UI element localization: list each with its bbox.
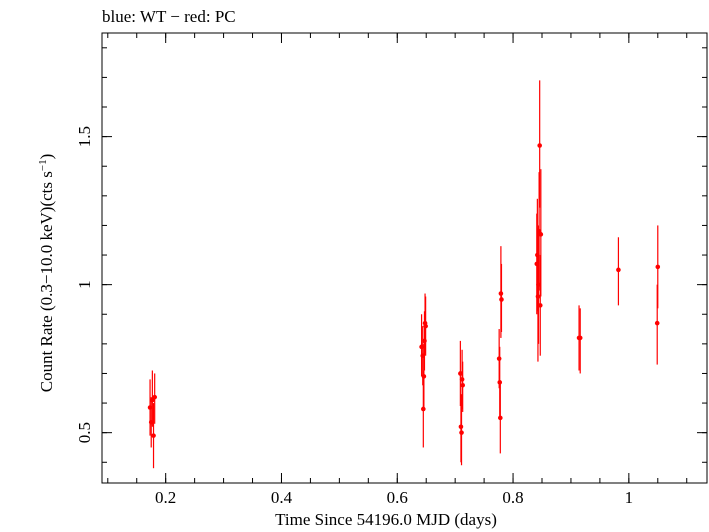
data-point bbox=[654, 320, 660, 326]
y-tick-label: 0.5 bbox=[75, 422, 94, 443]
data-point bbox=[151, 433, 156, 438]
x-axis-label: Time Since 54196.0 MJD (days) bbox=[275, 510, 497, 529]
data-point bbox=[499, 297, 504, 302]
x-tick-label: 0.8 bbox=[502, 488, 523, 507]
y-tick-label: 1.5 bbox=[75, 126, 94, 147]
axis-ticks bbox=[102, 33, 707, 483]
data-marks bbox=[147, 80, 661, 469]
data-point bbox=[423, 323, 428, 329]
x-tick-label: 0.6 bbox=[387, 488, 408, 507]
x-tick-label: 0.2 bbox=[155, 488, 176, 507]
data-point bbox=[538, 232, 544, 237]
y-axis-label-close: ) bbox=[37, 154, 56, 160]
y-axis-label-sup: −1 bbox=[37, 159, 49, 171]
data-point bbox=[537, 303, 543, 308]
data-point bbox=[152, 394, 157, 400]
data-point bbox=[498, 415, 503, 421]
data-point bbox=[460, 383, 465, 388]
data-point bbox=[616, 267, 621, 273]
data-point bbox=[655, 264, 661, 270]
plot-frame bbox=[101, 32, 708, 484]
tick-labels: 0.2 0.4 0.6 0.8 1 0.5 1 1.5 bbox=[75, 126, 633, 507]
data-point bbox=[459, 430, 464, 435]
x-tick-label: 0.4 bbox=[271, 488, 293, 507]
y-tick-label: 1 bbox=[75, 280, 94, 289]
y-axis-label-main: Count Rate (0.3−10.0 keV)(cts s bbox=[37, 171, 56, 392]
data-point bbox=[577, 335, 583, 341]
chart-title: blue: WT − red: PC bbox=[102, 7, 236, 26]
data-point bbox=[421, 374, 427, 379]
y-axis-label: Count Rate (0.3−10.0 keV)(cts s−1) bbox=[37, 154, 56, 393]
data-point bbox=[537, 143, 542, 148]
x-tick-label: 1 bbox=[625, 488, 634, 507]
